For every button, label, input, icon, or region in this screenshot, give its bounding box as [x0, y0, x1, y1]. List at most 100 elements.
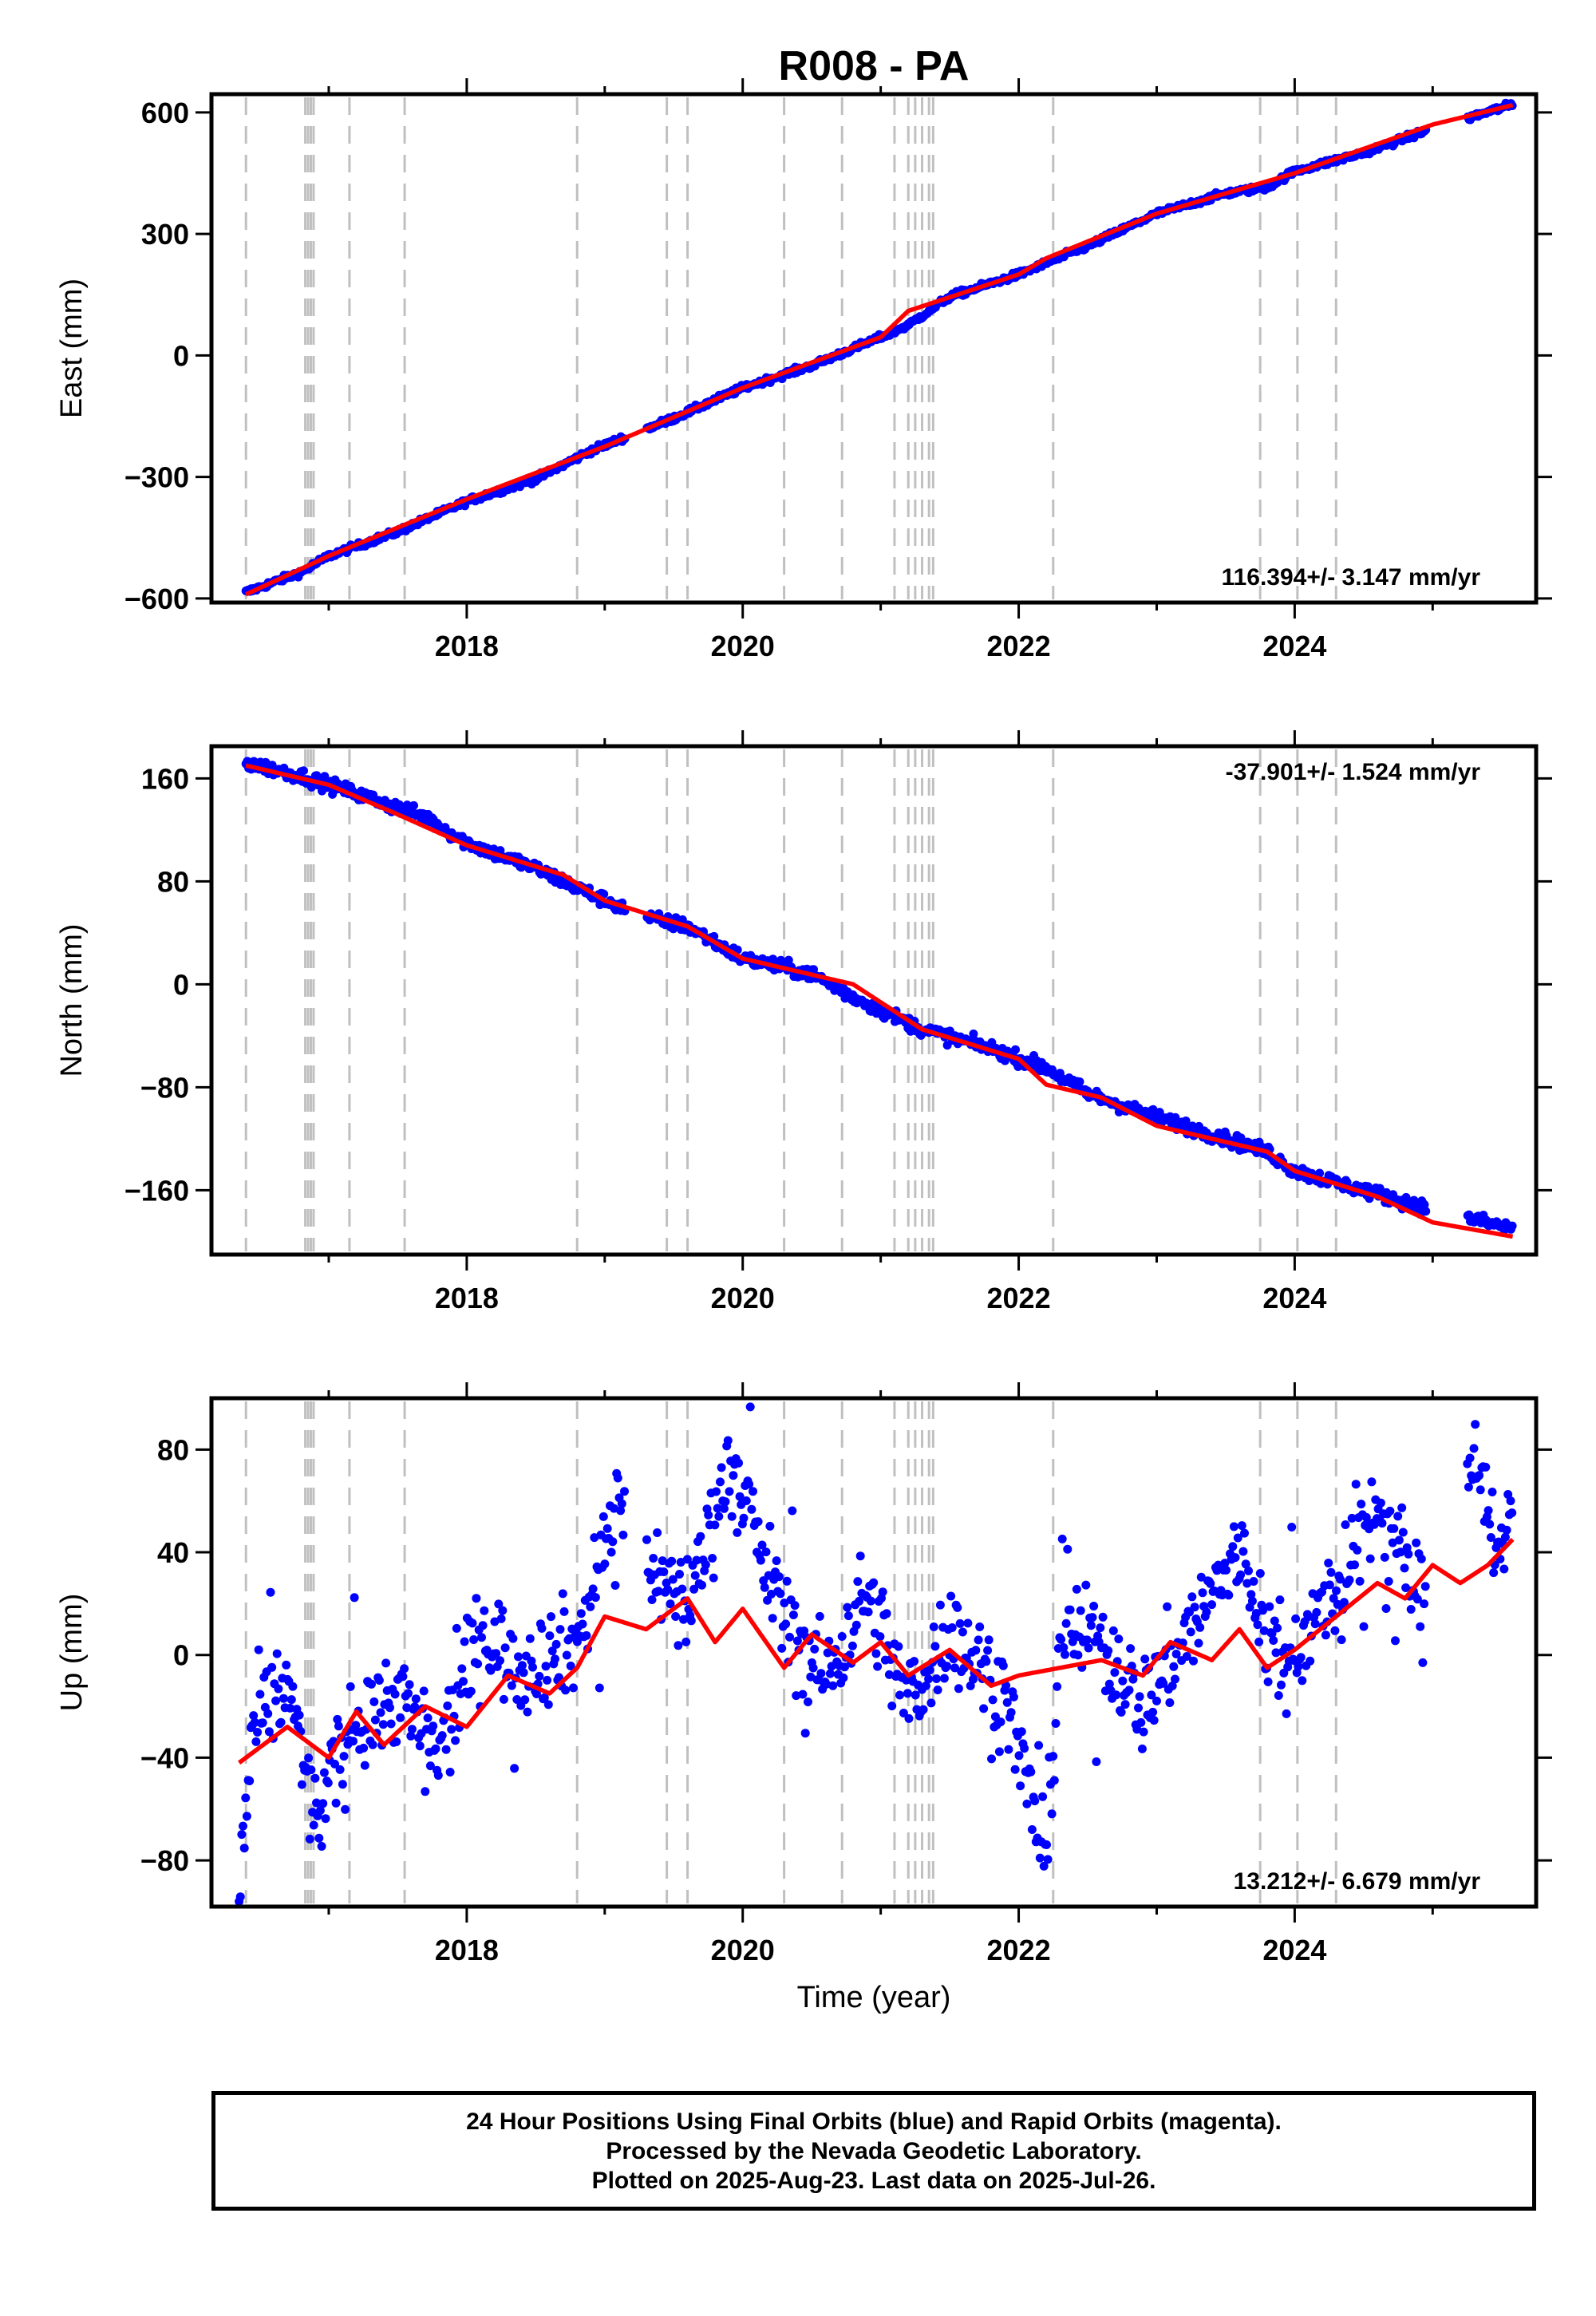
data-point: [668, 1575, 678, 1584]
data-point: [739, 1513, 749, 1523]
data-point: [490, 1617, 500, 1626]
data-point: [882, 1609, 891, 1618]
data-point: [855, 1596, 864, 1606]
data-point: [1098, 1612, 1108, 1622]
data-point: [319, 1768, 329, 1777]
data-point: [341, 1804, 350, 1814]
data-point: [519, 1668, 528, 1678]
data-point: [1321, 1630, 1330, 1640]
data-point: [828, 1681, 838, 1690]
data-point: [258, 1718, 267, 1728]
data-point: [409, 800, 418, 810]
data-point: [1224, 1591, 1234, 1600]
data-point: [1412, 1595, 1422, 1604]
data-point: [1330, 1626, 1340, 1635]
data-point: [971, 1646, 981, 1655]
data-point: [806, 1672, 816, 1682]
data-point: [984, 1635, 994, 1645]
data-point: [1049, 1776, 1059, 1785]
data-point: [1135, 1692, 1144, 1701]
data-point: [547, 1646, 557, 1656]
data-point: [588, 1584, 598, 1594]
data-point: [996, 1717, 1005, 1727]
data-point: [1220, 1559, 1230, 1568]
data-point: [306, 1765, 316, 1775]
data-point: [1181, 1117, 1191, 1125]
data-point: [559, 1607, 569, 1616]
x-tick-label: 2018: [435, 630, 499, 662]
data-point: [1065, 1605, 1075, 1614]
data-point: [1092, 1757, 1101, 1766]
data-point: [1481, 1462, 1491, 1472]
data-point: [686, 1616, 696, 1626]
x-tick-label: 2024: [1262, 1282, 1326, 1314]
y-tick-label: −300: [124, 461, 189, 494]
data-point: [1384, 1577, 1393, 1586]
data-point: [1502, 1525, 1511, 1535]
data-point: [735, 1492, 745, 1501]
velocity-label: -37.901+/- 1.524 mm/yr: [1226, 759, 1481, 785]
data-point: [1361, 1512, 1371, 1522]
data-point: [932, 1674, 941, 1683]
data-point: [266, 1587, 275, 1597]
data-point: [1159, 1678, 1168, 1688]
data-point: [376, 1708, 385, 1717]
data-point: [1274, 1691, 1283, 1700]
data-point: [1294, 1662, 1303, 1671]
data-point: [441, 1745, 451, 1754]
data-point: [286, 1695, 296, 1705]
data-point: [784, 955, 793, 965]
y-axis-label: North (mm): [55, 923, 89, 1077]
data-point: [1380, 1552, 1389, 1562]
data-point: [1355, 1576, 1365, 1586]
data-point: [286, 1703, 295, 1713]
data-point: [452, 1623, 461, 1633]
data-point: [451, 1736, 460, 1745]
data-point: [712, 1487, 721, 1496]
x-tick-label: 2020: [711, 630, 775, 662]
data-point: [1306, 1656, 1315, 1666]
data-point: [1027, 1825, 1037, 1834]
plot-frame: [209, 1396, 1539, 1909]
data-point: [276, 1717, 286, 1727]
data-point: [1063, 1544, 1073, 1554]
data-point: [288, 1682, 298, 1691]
data-point: [569, 1683, 578, 1693]
data-point: [723, 1436, 733, 1445]
data-point: [610, 1581, 620, 1590]
data-point: [510, 1764, 519, 1773]
data-point: [1421, 1207, 1431, 1216]
model-line: [245, 763, 1514, 1239]
data-point: [1196, 1572, 1206, 1582]
data-point: [239, 1821, 247, 1831]
model-line: [245, 103, 1514, 597]
data-point: [853, 1577, 863, 1587]
data-point: [734, 1458, 743, 1468]
data-point: [1014, 1751, 1024, 1761]
data-point: [350, 1593, 359, 1603]
y-tick-label: 0: [173, 339, 189, 372]
data-point: [1132, 1725, 1142, 1734]
data-point: [620, 1487, 629, 1496]
data-point: [472, 1594, 481, 1603]
data-point: [1114, 1634, 1124, 1644]
data-point: [1398, 1528, 1408, 1537]
data-point: [346, 1682, 355, 1691]
data-point: [613, 1473, 622, 1483]
data-point: [421, 1787, 430, 1796]
data-point: [1171, 1113, 1180, 1122]
data-point: [1147, 1690, 1156, 1700]
data-point: [466, 1686, 476, 1696]
data-point: [1396, 1547, 1405, 1557]
data-point: [843, 1611, 853, 1621]
data-point: [987, 1754, 996, 1764]
data-point: [1139, 1727, 1148, 1737]
data-point: [955, 1618, 965, 1628]
data-point: [847, 1641, 857, 1650]
data-point: [368, 1740, 377, 1749]
data-point: [1325, 1580, 1334, 1590]
data-point: [263, 1709, 273, 1718]
data-point: [875, 1632, 885, 1642]
data-point: [792, 1691, 801, 1701]
